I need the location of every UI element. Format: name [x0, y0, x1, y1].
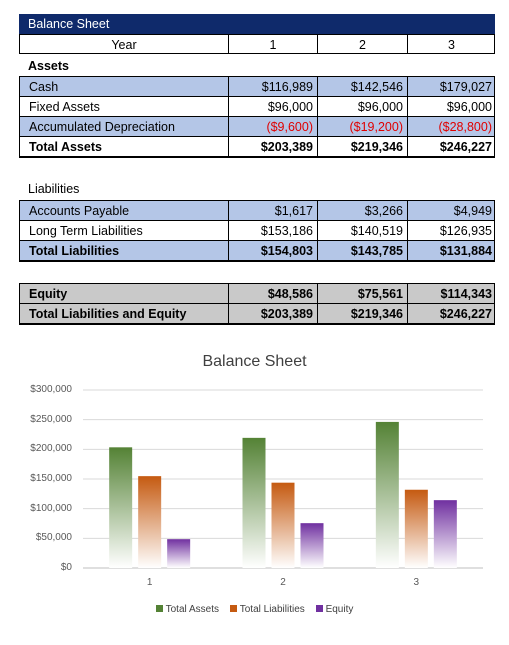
cell-value: $140,519 — [317, 221, 407, 240]
bar-equity — [167, 539, 191, 568]
legend-swatch — [229, 605, 237, 612]
legend-label: Equity — [325, 604, 354, 615]
legend-item-total-liabilities: Total Liabilities — [229, 604, 305, 615]
table-row: Accounts Payable $1,617 $3,266 $4,949 — [19, 200, 495, 220]
cell-value: $246,227 — [407, 137, 496, 156]
cell-value: $96,000 — [228, 97, 317, 116]
cell-value: $75,561 — [317, 284, 407, 303]
cell-value: $3,266 — [317, 201, 407, 220]
legend-item-total-assets: Total Assets — [155, 604, 219, 615]
total-assets-row: Total Assets $203,389 $219,346 $246,227 — [19, 136, 495, 158]
row-label: Total Assets — [29, 140, 102, 154]
cell-value: $1,617 — [228, 201, 317, 220]
cell-value: $96,000 — [407, 97, 496, 116]
cell-value: $126,935 — [407, 221, 496, 240]
assets-header-row: Assets — [19, 56, 495, 76]
table-row: Fixed Assets $96,000 $96,000 $96,000 — [19, 96, 495, 116]
total-liabilities-row: Total Liabilities $154,803 $143,785 $131… — [19, 240, 495, 262]
liabilities-header-row: Liabilities — [19, 179, 495, 199]
chart-legend: Total Assets Total Liabilities Equity — [0, 604, 509, 615]
cell-value: $96,000 — [317, 97, 407, 116]
row-label: Equity — [29, 287, 68, 301]
cell-value: $203,389 — [228, 137, 317, 156]
year-header-row: Year 1 2 3 — [19, 34, 495, 54]
cell-value: $4,949 — [407, 201, 496, 220]
cell-value: $219,346 — [317, 137, 407, 156]
row-label: Total Liabilities and Equity — [29, 307, 187, 321]
sheet-title-row: Balance Sheet — [19, 14, 495, 34]
chart-title: Balance Sheet — [202, 353, 307, 370]
chart-plot-area — [83, 389, 483, 569]
bar-equity — [300, 523, 324, 568]
cell-value: $114,343 — [407, 284, 496, 303]
y-tick-label: $300,000 — [30, 384, 72, 395]
y-tick-label: $150,000 — [30, 473, 72, 484]
liabilities-header: Liabilities — [28, 182, 80, 196]
legend-label: Total Assets — [165, 604, 219, 615]
row-label: Total Liabilities — [29, 244, 120, 258]
cell-value: $116,989 — [228, 77, 317, 96]
y-tick-label: $250,000 — [30, 413, 72, 425]
legend-swatch — [155, 605, 163, 612]
bar-total-assets — [109, 447, 133, 568]
bar-total-assets — [375, 421, 399, 568]
cell-value: $143,785 — [317, 241, 407, 260]
row-label: Long Term Liabilities — [29, 224, 143, 238]
legend-item-equity: Equity — [315, 604, 354, 615]
total-liabilities-equity-row: Total Liabilities and Equity $203,389 $2… — [19, 303, 495, 325]
bar-total-assets — [242, 437, 266, 568]
cell-value-negative: ($19,200) — [317, 117, 407, 136]
x-tick-label: 1 — [146, 577, 153, 588]
legend-label: Total Liabilities — [239, 604, 305, 615]
cell-value-negative: ($9,600) — [228, 117, 317, 136]
cell-value: $179,027 — [407, 77, 496, 96]
cell-value: $219,346 — [317, 304, 407, 323]
legend-swatch — [315, 605, 323, 612]
cell-value-negative: ($28,800) — [407, 117, 496, 136]
y-tick-label: $0 — [60, 562, 72, 573]
row-label: Fixed Assets — [29, 100, 100, 114]
bar-total-liabilities — [271, 482, 295, 568]
bar-total-liabilities — [404, 489, 428, 568]
y-tick-label: $100,000 — [30, 502, 72, 514]
y-tick-label: $50,000 — [35, 532, 72, 544]
bar-total-liabilities — [138, 476, 162, 568]
cell-value: $48,586 — [228, 284, 317, 303]
sheet-title: Balance Sheet — [28, 17, 110, 31]
year-2: 2 — [317, 35, 407, 53]
x-tick-label: 2 — [280, 577, 286, 588]
cell-value: $142,546 — [317, 77, 407, 96]
x-tick-label: 3 — [413, 577, 420, 588]
assets-header: Assets — [28, 59, 69, 73]
cell-value: $154,803 — [228, 241, 317, 260]
table-row: Cash $116,989 $142,546 $179,027 — [19, 76, 495, 96]
bar-equity — [433, 500, 457, 568]
cell-value: $246,227 — [407, 304, 496, 323]
row-label: Accounts Payable — [29, 204, 130, 218]
y-tick-label: $200,000 — [30, 443, 72, 455]
year-3: 3 — [407, 35, 495, 53]
cell-value: $203,389 — [228, 304, 317, 323]
year-label: Year — [111, 38, 137, 52]
row-label: Cash — [29, 80, 59, 94]
table-row: Long Term Liabilities $153,186 $140,519 … — [19, 220, 495, 240]
balance-sheet-chart: Balance Sheet $0 $50,000 $100,000 $150,000 $… — [0, 340, 509, 640]
year-1: 1 — [228, 35, 317, 53]
row-label: Accumulated Depreciation — [29, 120, 175, 134]
cell-value: $153,186 — [228, 221, 317, 240]
cell-value: $131,884 — [407, 241, 496, 260]
equity-row: Equity $48,586 $75,561 $114,343 — [19, 283, 495, 303]
table-row: Accumulated Depreciation ($9,600) ($19,2… — [19, 116, 495, 136]
